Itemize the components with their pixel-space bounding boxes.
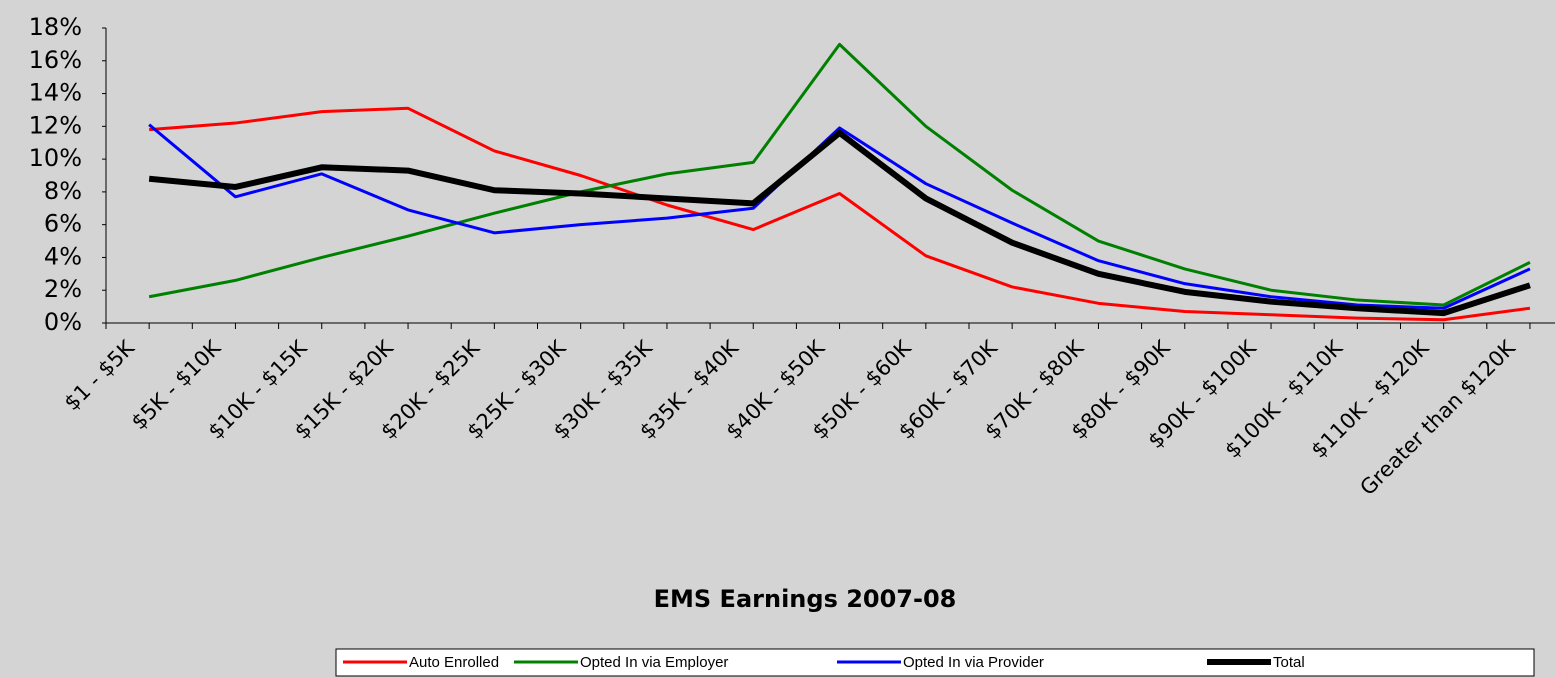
y-tick-label: 10%: [29, 144, 82, 172]
legend-label: Opted In via Provider: [903, 654, 1044, 671]
y-tick-label: 16%: [29, 46, 82, 74]
y-tick-label: 18%: [29, 13, 82, 41]
legend-label: Total: [1273, 654, 1305, 671]
legend-label: Auto Enrolled: [409, 654, 499, 671]
y-tick-label: 4%: [44, 242, 82, 270]
chart-title: EMS Earnings 2007-08: [654, 585, 957, 613]
y-tick-label: 12%: [29, 111, 82, 139]
y-tick-label: 0%: [44, 308, 82, 336]
series-line: [148, 123, 1531, 310]
y-tick-label: 14%: [29, 79, 82, 107]
series-line: [149, 106, 1531, 322]
series-line: [148, 42, 1531, 307]
series-line: [148, 129, 1531, 317]
y-tick-label: 6%: [44, 210, 82, 238]
y-tick-label: 2%: [44, 275, 82, 303]
y-tick-label: 8%: [44, 177, 82, 205]
legend-label: Opted In via Employer: [580, 654, 728, 671]
